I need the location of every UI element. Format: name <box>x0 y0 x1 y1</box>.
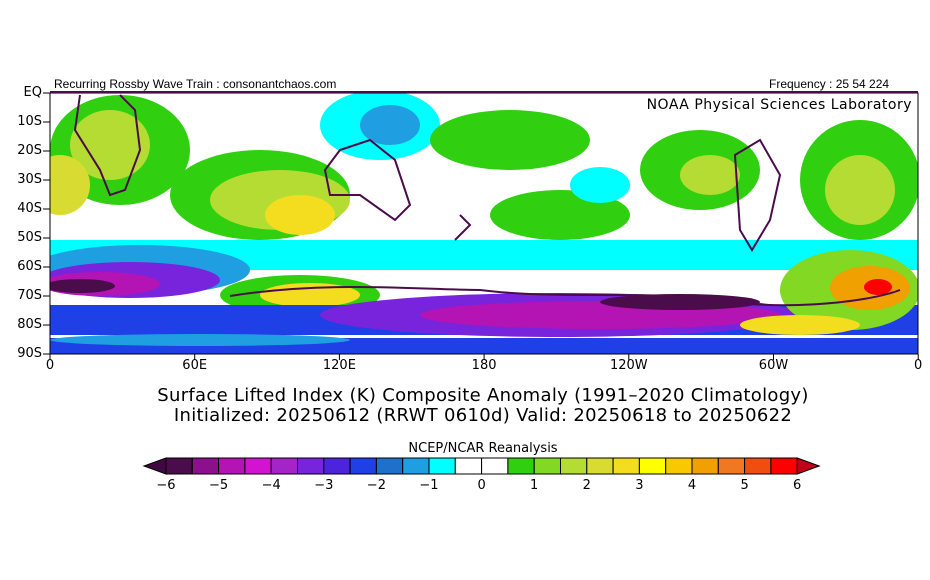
colorbar-tick-label: 5 <box>740 478 749 493</box>
lat-tick-label: 40S <box>17 201 42 216</box>
lon-tick-label: 60E <box>182 358 208 373</box>
header-left: Recurring Rossby Wave Train : consonantc… <box>54 77 337 91</box>
colorbar-swatch <box>665 457 693 475</box>
colorbar-swatch <box>191 457 220 475</box>
colorbar-swatch <box>586 457 614 475</box>
colorbar-tick-label: −5 <box>209 478 229 493</box>
lon-tick-label: 120W <box>609 358 648 373</box>
colorbar-tick-label: −4 <box>261 478 281 493</box>
colorbar-swatch <box>533 457 562 475</box>
lat-tick-label: 80S <box>17 317 42 332</box>
colorbar-swatch <box>770 457 798 475</box>
colorbar-swatch <box>297 457 325 475</box>
lat-tick-label: 20S <box>17 143 42 158</box>
colorbar-swatch <box>270 457 298 475</box>
lon-tick-label: 180 <box>471 358 497 373</box>
colorbar-swatch <box>717 457 746 475</box>
credit-label: NOAA Physical Sciences Laboratory <box>578 94 916 116</box>
colorbar-swatch <box>507 457 535 475</box>
colorbar-tick-label: 0 <box>477 478 486 493</box>
colorbar-swatch <box>691 457 719 475</box>
colorbar-swatch <box>402 457 430 475</box>
colorbar-tick-label: 2 <box>582 478 591 493</box>
colorbar-swatch <box>428 457 456 475</box>
lon-tick-label: 120E <box>322 358 356 373</box>
colorbar-under-triangle <box>142 457 167 475</box>
colorbar-swatch <box>244 457 272 475</box>
colorbar-tick-label: 1 <box>530 478 539 493</box>
colorbar-tick-label: −2 <box>366 478 386 493</box>
colorbar-swatch <box>165 457 193 475</box>
lat-tick-label: 90S <box>17 346 42 361</box>
header-right: Frequency : 25 54 224 <box>769 77 890 91</box>
lat-tick-label: 10S <box>17 114 42 129</box>
coastlines <box>73 94 901 307</box>
colorbar-tick-label: −1 <box>419 478 439 493</box>
colorbar-swatch <box>375 457 404 475</box>
colorbar <box>142 457 821 475</box>
colorbar-over-triangle <box>796 457 821 475</box>
colorbar-swatch <box>323 457 351 475</box>
anomaly-field <box>50 93 918 354</box>
lon-tick-label: 0 <box>45 358 55 373</box>
colorbar-tick-label: 4 <box>687 478 697 493</box>
lat-tick-label: 50S <box>17 230 42 245</box>
lat-tick-label: 60S <box>17 259 42 274</box>
colorbar-swatch <box>454 457 483 475</box>
lon-tick-label: 60W <box>758 358 789 373</box>
chart-title-line2: Initialized: 20250612 (RRWT 0610d) Valid… <box>173 405 793 426</box>
chart-title-line1: Surface Lifted Index (K) Composite Anoma… <box>157 385 809 406</box>
map-plot <box>43 91 919 360</box>
lon-tick-label: 0 <box>914 358 923 373</box>
colorbar-swatch <box>349 457 377 475</box>
colorbar-swatch <box>638 457 667 475</box>
colorbar-tick-label: −6 <box>156 478 176 493</box>
colorbar-swatch <box>218 457 246 475</box>
colorbar-source: NCEP/NCAR Reanalysis <box>408 441 558 456</box>
lat-tick-label: 70S <box>17 288 42 303</box>
colorbar-tick-label: −3 <box>314 478 334 493</box>
colorbar-swatch <box>612 457 640 475</box>
colorbar-swatch <box>481 457 509 475</box>
colorbar-tick-label: 6 <box>793 478 802 493</box>
lat-tick-label: 30S <box>17 172 42 187</box>
colorbar-tick-label: 3 <box>635 478 644 493</box>
lat-tick-label: EQ <box>23 85 42 100</box>
colorbar-swatch <box>744 457 772 475</box>
colorbar-swatch <box>560 457 588 475</box>
